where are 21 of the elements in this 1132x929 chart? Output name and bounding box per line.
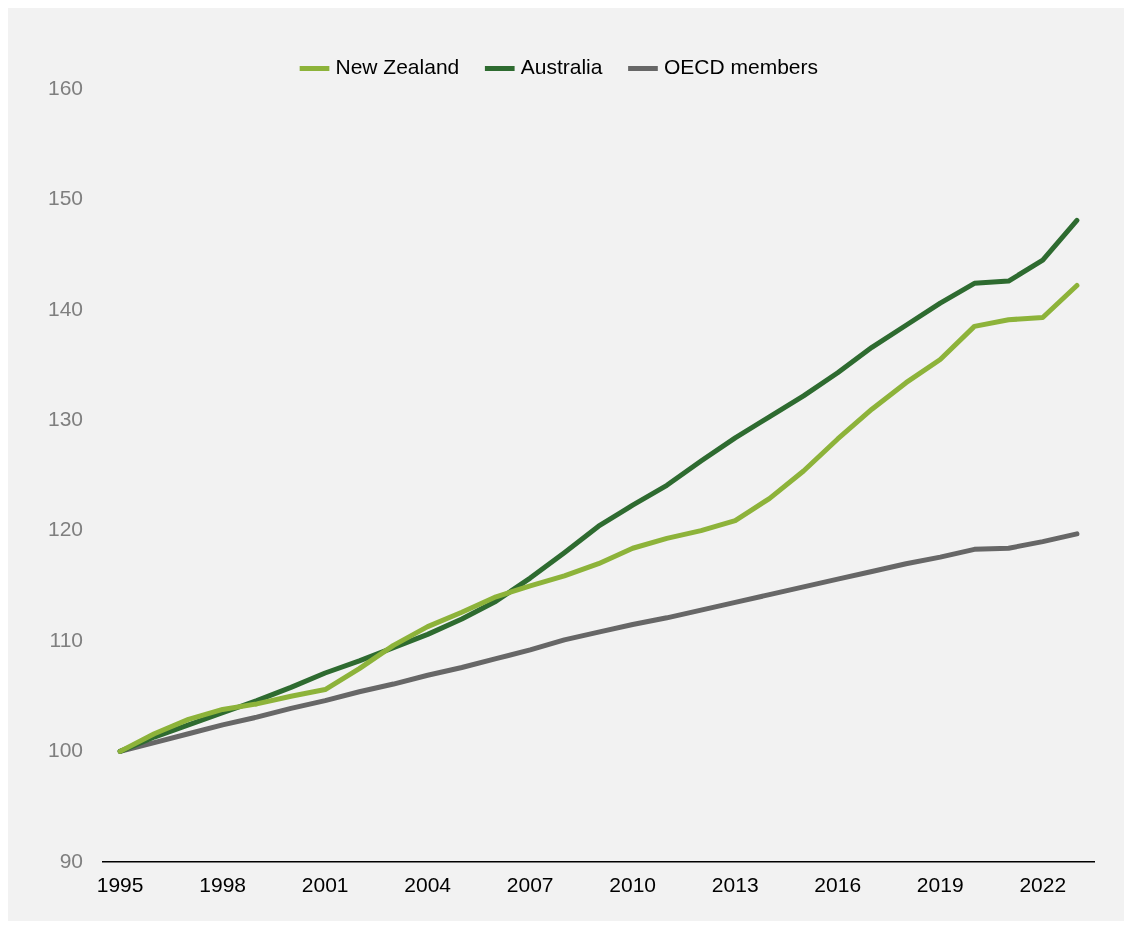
legend-label: Australia: [520, 55, 603, 79]
x-tick-label: 2013: [711, 873, 759, 897]
y-tick-label: 160: [47, 75, 84, 99]
y-tick-label: 130: [47, 407, 84, 430]
x-tick-label: 2022: [1019, 873, 1067, 897]
x-tick-label: 2019: [916, 873, 964, 897]
x-tick-label: 2010: [609, 873, 657, 897]
x-tick-label: 1998: [199, 873, 246, 897]
legend-label: New Zealand: [335, 55, 460, 79]
y-tick-label: 140: [47, 296, 84, 320]
y-tick-label: 110: [49, 627, 84, 651]
x-tick-label: 2004: [404, 873, 452, 897]
y-tick-label: 120: [47, 517, 84, 541]
x-tick-label: 2001: [301, 873, 349, 897]
x-tick-label: 2016: [814, 873, 862, 897]
y-tick-label: 100: [47, 738, 84, 762]
y-tick-label: 90: [59, 848, 84, 872]
y-tick-label: 150: [47, 186, 84, 210]
x-tick-label: 2007: [506, 873, 554, 897]
legend-label: OECD members: [663, 55, 818, 79]
x-tick-label: 1995: [96, 873, 144, 897]
